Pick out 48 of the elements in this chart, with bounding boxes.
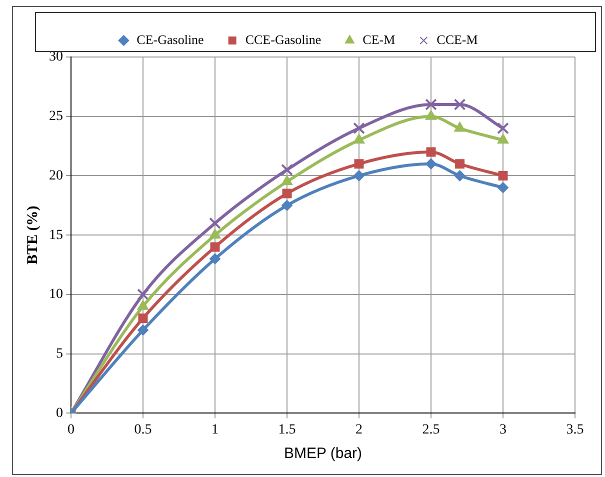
point: [137, 288, 149, 300]
point: [282, 188, 292, 198]
legend-label: CCE-M: [436, 32, 478, 47]
point: [425, 98, 437, 110]
x-tick-label: 1: [212, 422, 218, 438]
point: [454, 122, 466, 132]
point: [138, 313, 148, 323]
point: [454, 170, 466, 182]
point: [497, 134, 509, 144]
y-axis-title: BTE (%): [24, 206, 41, 264]
point: [498, 182, 508, 194]
point: [210, 253, 220, 264]
point: [137, 300, 149, 310]
point: [209, 217, 221, 230]
legend-label: CCE-Gasoline: [245, 32, 322, 47]
x-tick-label: 2: [356, 422, 362, 438]
x-axis-title: BMEP (bar): [284, 445, 362, 462]
point: [210, 242, 220, 252]
x-tick-label: 0: [68, 422, 74, 438]
point: [354, 170, 364, 182]
x-tick-label: 0.5: [134, 422, 152, 438]
y-tick-label: 20: [49, 168, 63, 184]
point: [281, 164, 293, 176]
x-tick-label: 3: [500, 422, 506, 438]
point: [354, 159, 364, 169]
x-tick-label: 1.5: [278, 422, 296, 438]
point: [353, 134, 365, 144]
point: [425, 110, 437, 120]
point: [454, 98, 466, 110]
y-tick-label: 10: [49, 287, 63, 302]
point: [426, 158, 436, 170]
x-tick-label: 3.5: [566, 422, 584, 438]
point: [353, 122, 365, 134]
y-tick-label: 25: [49, 109, 63, 124]
y-tick-label: 15: [49, 228, 63, 243]
y-tick-label: 5: [56, 346, 63, 362]
legend-label: CE-Gasoline: [136, 32, 204, 47]
point: [138, 324, 148, 336]
point: [455, 159, 465, 169]
x-tick-label: 2.5: [422, 422, 440, 438]
point: [209, 228, 221, 239]
legend-label: CE-M: [362, 32, 396, 47]
point: [426, 147, 436, 157]
y-tick-label: 0: [56, 406, 63, 421]
point: [281, 175, 293, 186]
point: [498, 170, 508, 180]
point: [282, 200, 292, 211]
point: [497, 122, 509, 134]
